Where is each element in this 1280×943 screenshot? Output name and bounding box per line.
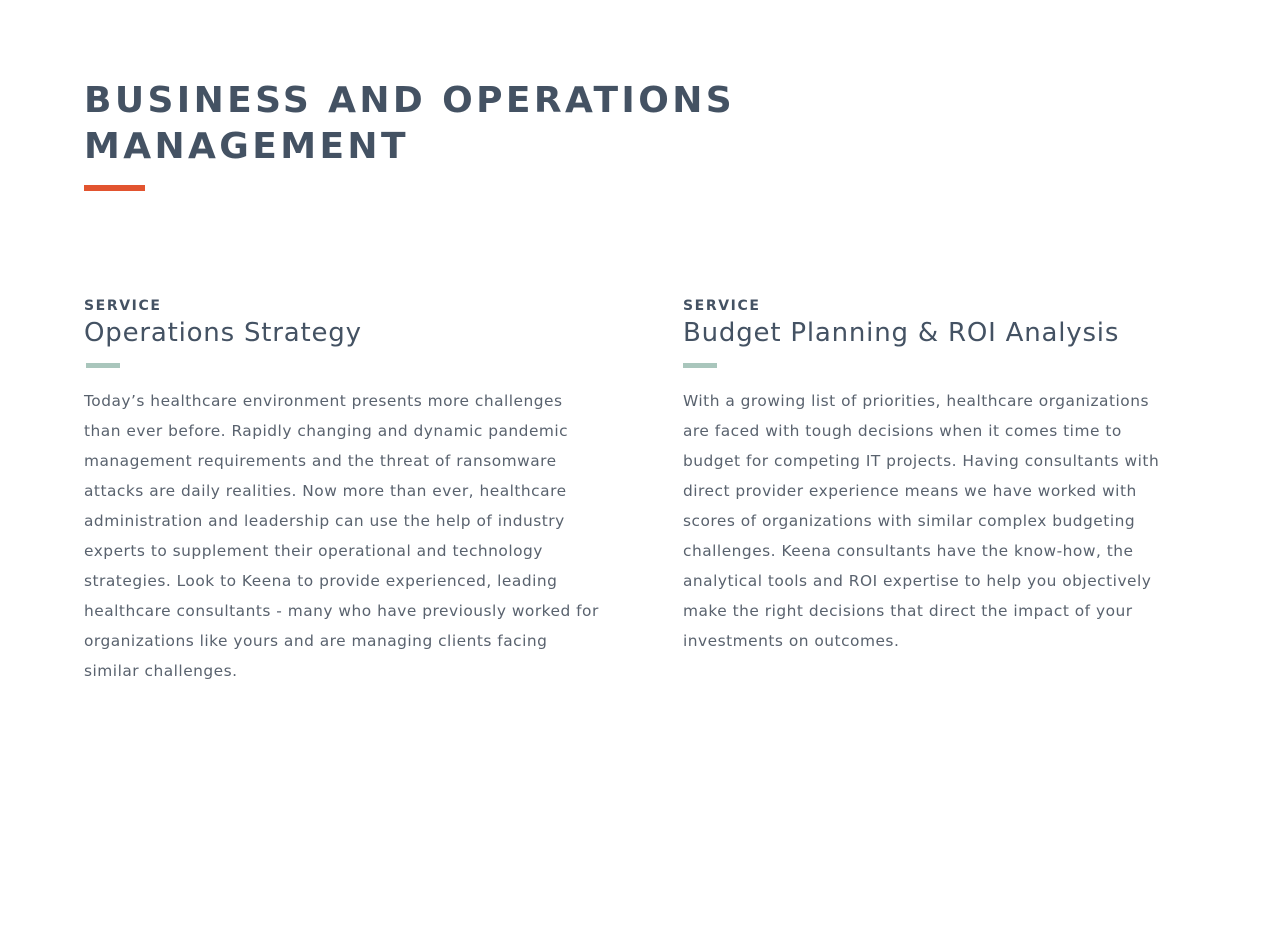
service-description: Today’s healthcare environment presents …: [84, 392, 599, 680]
service-operations-strategy: SERVICE Operations Strategy Today’s heal…: [84, 298, 604, 686]
page-title: BUSINESS AND OPERATIONS MANAGEMENT: [84, 80, 736, 167]
title-accent-rule: [84, 185, 145, 191]
service-budget-planning: SERVICE Budget Planning & ROI Analysis W…: [683, 298, 1163, 656]
service-eyebrow: SERVICE: [84, 298, 162, 314]
service-description: With a growing list of priorities, healt…: [683, 392, 1160, 650]
service-eyebrow: SERVICE: [683, 298, 761, 314]
service-title: Budget Planning & ROI Analysis: [683, 318, 1120, 348]
service-divider: [683, 363, 717, 368]
service-divider: [86, 363, 120, 368]
service-title: Operations Strategy: [84, 318, 362, 348]
